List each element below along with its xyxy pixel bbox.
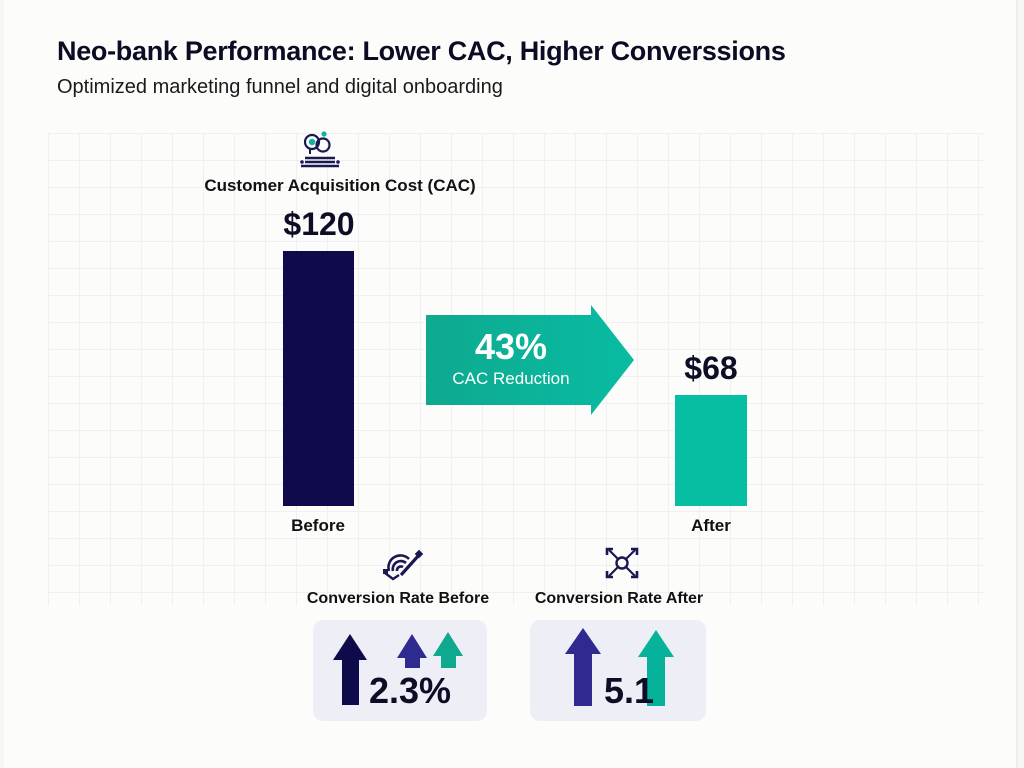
piggy-bank-coins-icon — [298, 130, 342, 170]
reduction-arrow-icon — [426, 305, 634, 415]
cac-after-label: After — [691, 516, 731, 535]
conversion-after-card: 5.1 — [530, 620, 706, 721]
conversion-before-value: 2.3% — [369, 670, 452, 711]
cac-before-label: Before — [291, 516, 345, 535]
page-subtitle: Optimized marketing funnel and digital o… — [57, 76, 503, 98]
expand-node-icon — [604, 546, 640, 580]
conversion-before-card: 2.3% — [313, 620, 487, 721]
cac-after-bar — [675, 395, 747, 506]
signal-wand-icon — [379, 549, 425, 583]
reduction-label: CAC Reduction — [452, 369, 570, 388]
conversion-after-label: Conversion Rate After — [534, 590, 704, 607]
cac-after-value: $68 — [684, 350, 738, 386]
cac-before-bar — [283, 251, 354, 506]
conversion-before-label: Conversion Rate Before — [306, 590, 490, 607]
page-title: Neo-bank Performance: Lower CAC, Higher … — [57, 36, 786, 66]
conversion-after-value: 5.1 — [604, 670, 655, 711]
reduction-percent: 43% — [474, 326, 548, 367]
cac-label: Customer Acquisition Cost (CAC) — [204, 176, 476, 195]
cac-before-value: $120 — [283, 206, 355, 242]
